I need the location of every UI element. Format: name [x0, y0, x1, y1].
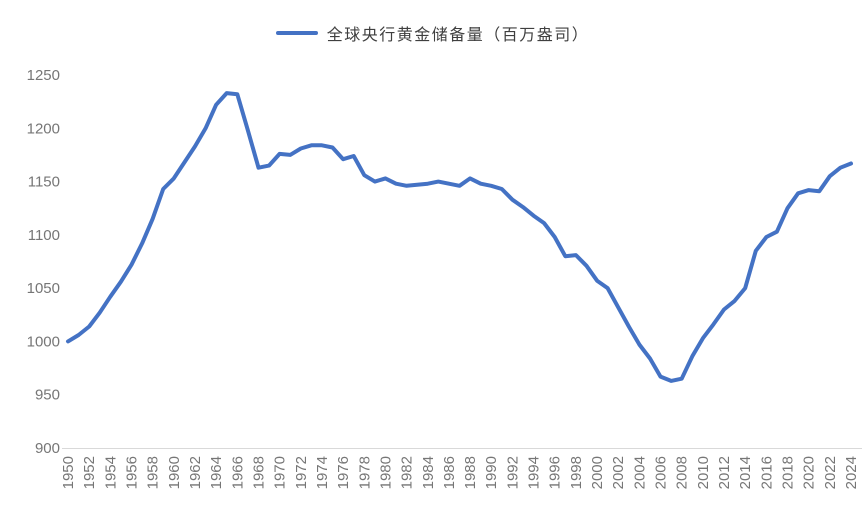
x-axis-label: 1952 [81, 456, 98, 489]
x-axis-label: 1964 [208, 456, 225, 489]
x-axis-label: 2008 [674, 456, 691, 489]
y-axis-label: 900 [35, 440, 60, 457]
chart-legend: 全球央行黄金储备量（百万盎司） [0, 21, 865, 45]
x-axis-label: 1978 [356, 456, 373, 489]
x-axis-label: 2010 [695, 456, 712, 489]
x-axis-label: 1990 [483, 456, 500, 489]
x-axis-label: 2022 [822, 456, 839, 489]
x-axis-label: 1994 [526, 456, 543, 489]
x-axis-label: 1960 [166, 456, 183, 489]
y-axis-label: 1050 [27, 280, 60, 297]
x-axis-label: 1988 [462, 456, 479, 489]
x-axis-label: 1976 [335, 456, 352, 489]
legend-line-marker-icon [275, 31, 318, 35]
x-axis-label: 1950 [60, 456, 77, 489]
y-axis-label: 1000 [27, 333, 60, 350]
x-axis-label: 2024 [843, 456, 860, 489]
x-axis-label: 1996 [547, 456, 564, 489]
x-axis-label: 2018 [780, 456, 797, 489]
y-axis-label: 1200 [27, 120, 60, 137]
x-axis-label: 1986 [441, 456, 458, 489]
x-axis-label: 2000 [589, 456, 606, 489]
x-axis-label: 1958 [145, 456, 162, 489]
x-axis-label: 2004 [631, 456, 648, 489]
x-axis-label: 1962 [187, 456, 204, 489]
x-axis-label: 2012 [716, 456, 733, 489]
y-axis-label: 1250 [27, 67, 60, 84]
data-line-gold-reserves [66, 91, 853, 383]
x-axis-label: 2006 [653, 456, 670, 489]
x-axis-label: 2016 [758, 456, 775, 489]
x-axis-label: 1970 [272, 456, 289, 489]
y-axis-label: 1150 [28, 174, 60, 191]
y-axis-label: 950 [35, 387, 60, 404]
x-axis-label: 1980 [377, 456, 394, 489]
x-axis-label: 1968 [250, 456, 267, 489]
x-axis-label: 1992 [504, 456, 521, 489]
x-axis-label: 1982 [399, 456, 416, 489]
x-axis-label: 1984 [420, 456, 437, 489]
x-axis-label: 1972 [293, 456, 310, 489]
x-axis-label: 2020 [801, 456, 818, 489]
x-axis-label: 1956 [123, 456, 140, 489]
x-axis-label: 2014 [737, 456, 754, 489]
y-axis-label: 1100 [28, 227, 60, 244]
x-axis-label: 2002 [610, 456, 627, 489]
x-axis-label: 1998 [568, 456, 585, 489]
legend-label: 全球央行黄金储备量（百万盎司） [326, 27, 590, 44]
x-axis-label: 1954 [102, 456, 119, 489]
x-axis-label: 1974 [314, 456, 331, 489]
x-axis-label: 1966 [229, 456, 246, 489]
